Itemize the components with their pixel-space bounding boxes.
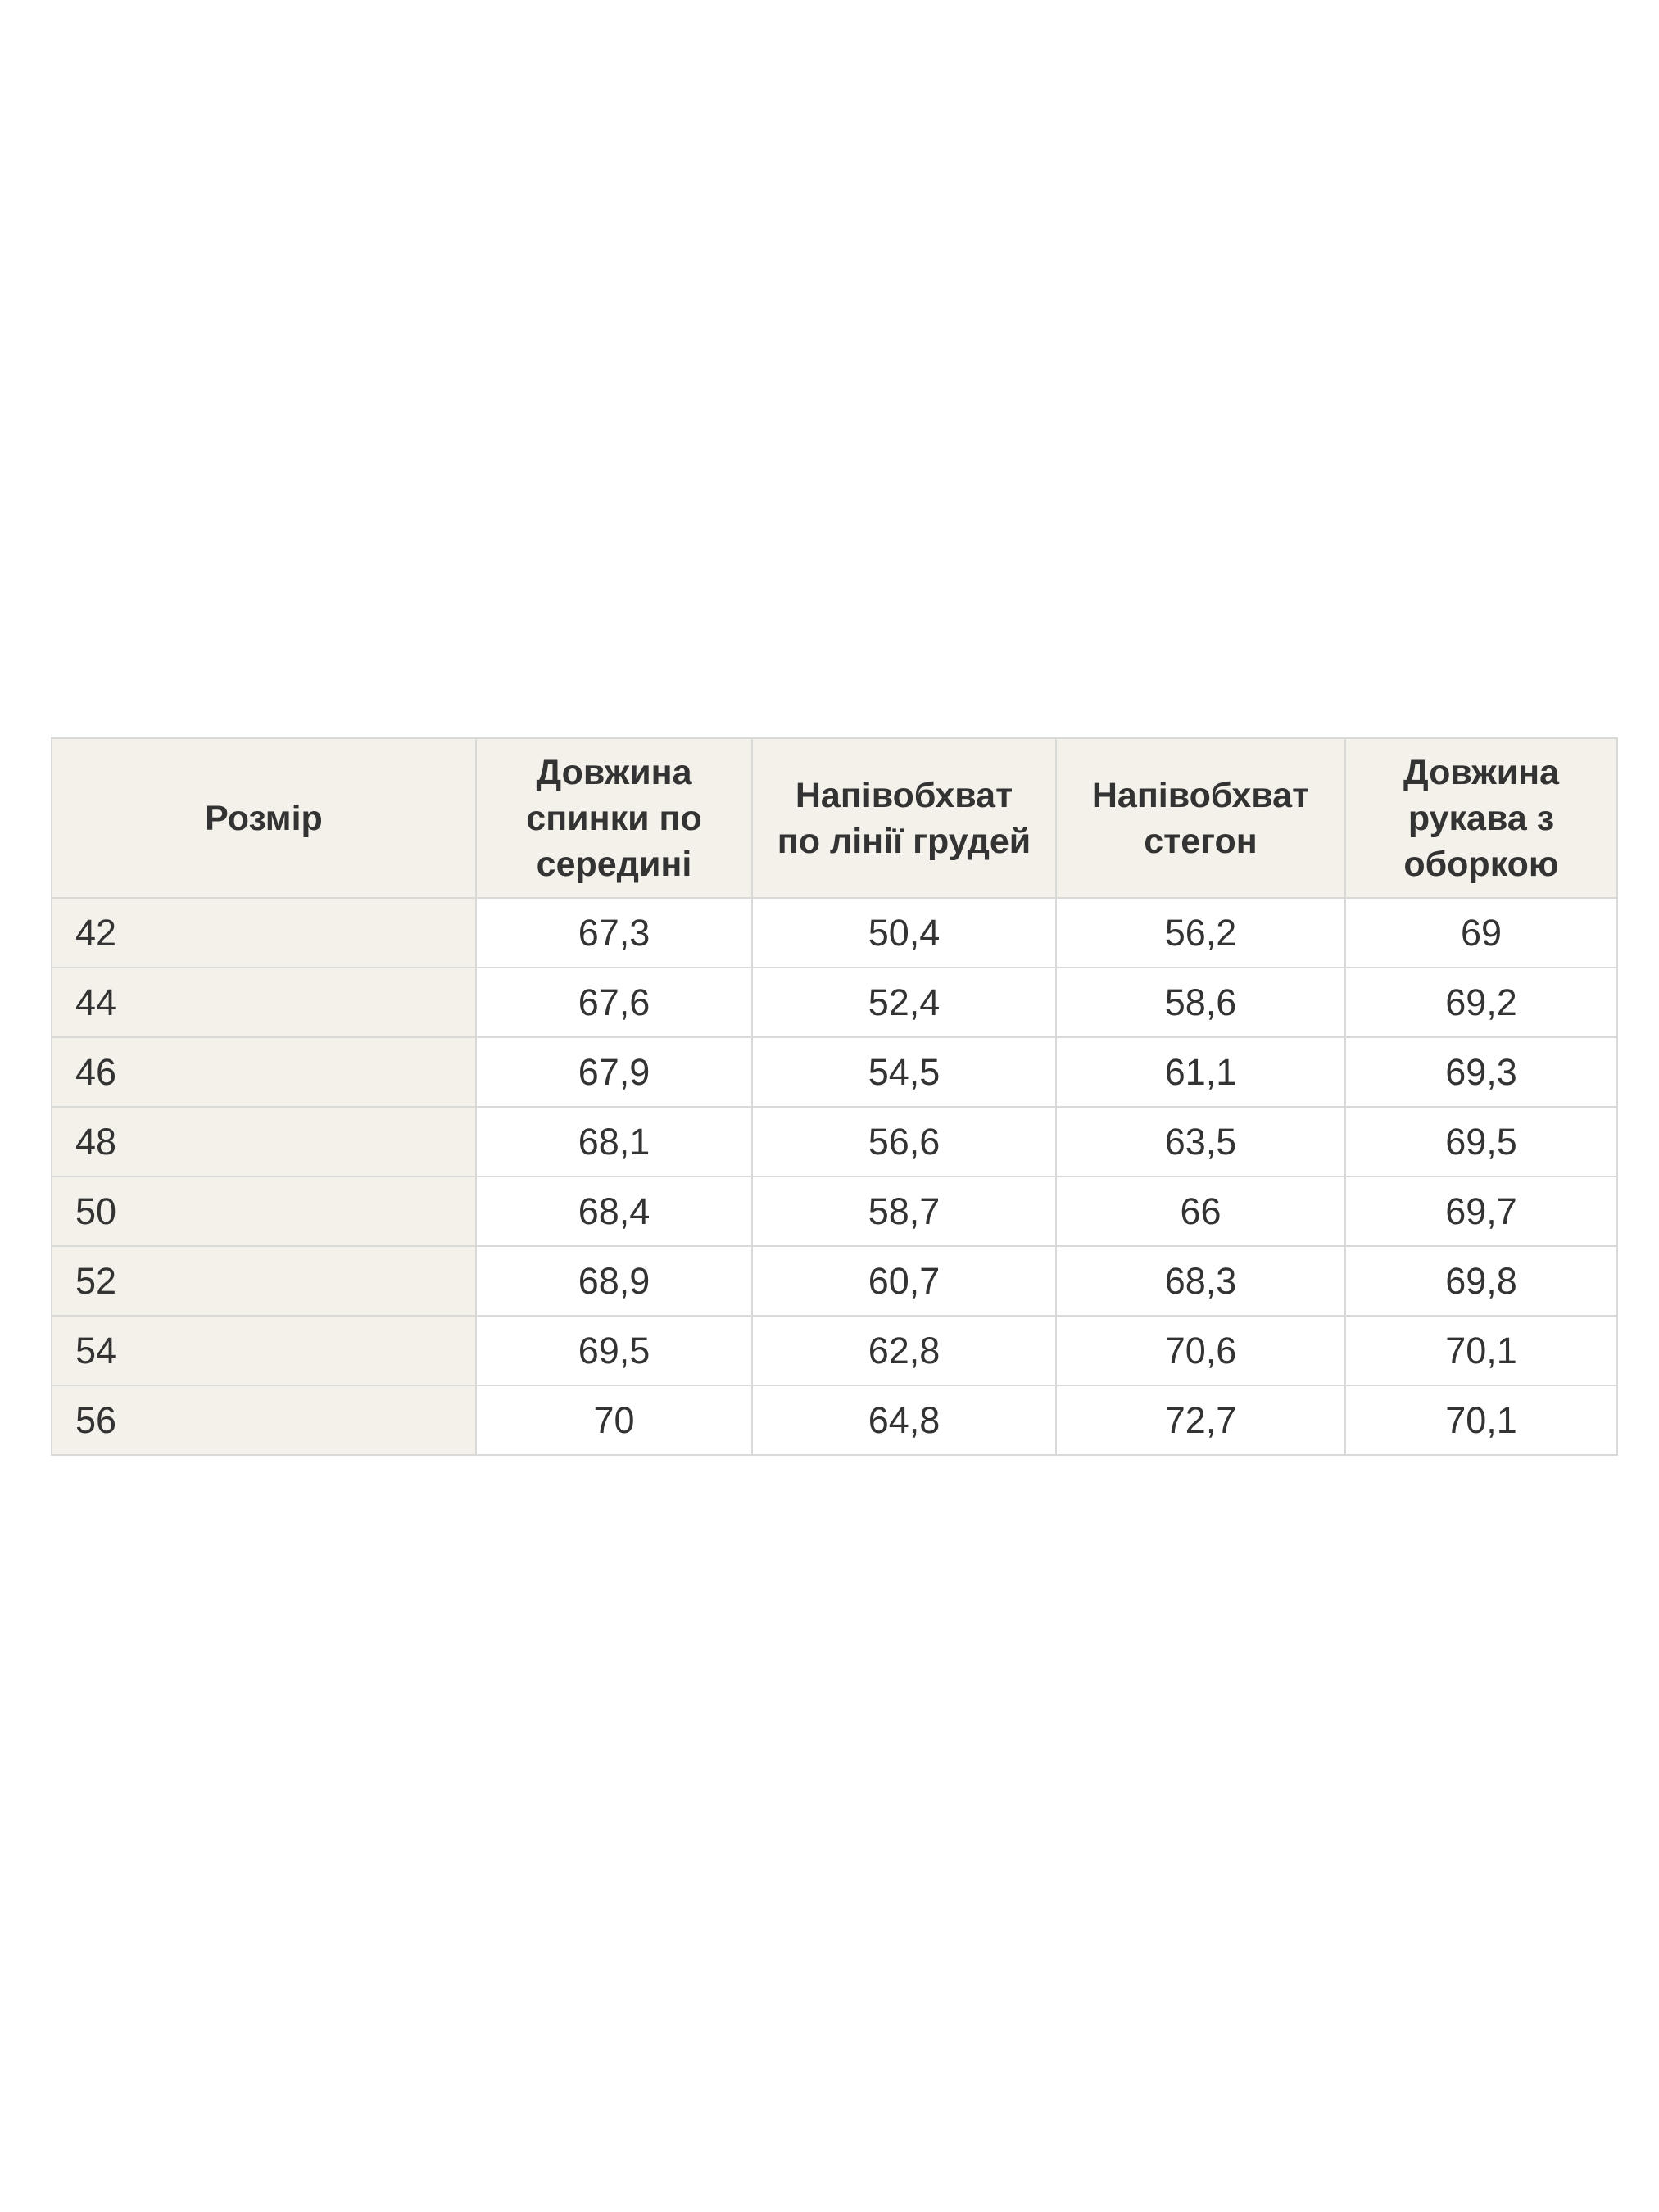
size-cell: 48 [51,1106,477,1177]
header-row: Розмір Довжина спинки по середині Напіво… [51,737,1618,899]
table-row: 56 70 64,8 72,7 70,1 [51,1385,1618,1456]
measurement-cell: 54,5 [751,1036,1057,1108]
measurement-cell: 69,8 [1344,1245,1618,1317]
table-row: 48 68,1 56,6 63,5 69,5 [51,1106,1618,1177]
table-row: 42 67,3 50,4 56,2 69 [51,897,1618,968]
measurement-cell: 61,1 [1055,1036,1346,1108]
measurement-cell: 70 [475,1385,753,1456]
table-row: 44 67,6 52,4 58,6 69,2 [51,967,1618,1038]
measurement-cell: 72,7 [1055,1385,1346,1456]
measurement-cell: 70,6 [1055,1315,1346,1386]
table-row: 50 68,4 58,7 66 69,7 [51,1176,1618,1247]
measurement-cell: 68,9 [475,1245,753,1317]
measurement-cell: 64,8 [751,1385,1057,1456]
size-chart-table: Розмір Довжина спинки по середині Напіво… [51,737,1618,1456]
size-cell: 56 [51,1385,477,1456]
measurement-cell: 70,1 [1344,1315,1618,1386]
column-header-size: Розмір [51,737,477,899]
measurement-cell: 69,2 [1344,967,1618,1038]
measurement-cell: 69,5 [475,1315,753,1386]
measurement-cell: 69,3 [1344,1036,1618,1108]
measurement-cell: 68,3 [1055,1245,1346,1317]
measurement-cell: 52,4 [751,967,1057,1038]
size-cell: 46 [51,1036,477,1108]
column-header-back-length: Довжина спинки по середині [475,737,753,899]
measurement-cell: 69 [1344,897,1618,968]
measurement-cell: 69,7 [1344,1176,1618,1247]
size-cell: 54 [51,1315,477,1386]
size-cell: 42 [51,897,477,968]
table-header: Розмір Довжина спинки по середині Напіво… [51,737,1618,899]
size-cell: 52 [51,1245,477,1317]
measurement-cell: 56,6 [751,1106,1057,1177]
measurement-cell: 66 [1055,1176,1346,1247]
measurement-cell: 67,9 [475,1036,753,1108]
measurement-cell: 67,6 [475,967,753,1038]
measurement-cell: 68,1 [475,1106,753,1177]
measurement-cell: 58,7 [751,1176,1057,1247]
column-header-hip-half-girth: Напівобхват стегон [1055,737,1346,899]
measurement-cell: 58,6 [1055,967,1346,1038]
column-header-sleeve-length: Довжина рукава з оборкою [1344,737,1618,899]
measurement-cell: 67,3 [475,897,753,968]
measurement-cell: 69,5 [1344,1106,1618,1177]
measurement-cell: 56,2 [1055,897,1346,968]
measurement-cell: 60,7 [751,1245,1057,1317]
column-header-chest-half-girth: Напівобхват по лінії грудей [751,737,1057,899]
measurement-cell: 70,1 [1344,1385,1618,1456]
table-row: 52 68,9 60,7 68,3 69,8 [51,1245,1618,1317]
table-row: 54 69,5 62,8 70,6 70,1 [51,1315,1618,1386]
table-body: 42 67,3 50,4 56,2 69 44 67,6 52,4 58,6 69,2 46 67,9… [51,897,1618,1456]
size-cell: 50 [51,1176,477,1247]
measurement-cell: 50,4 [751,897,1057,968]
measurement-cell: 63,5 [1055,1106,1346,1177]
measurement-cell: 68,4 [475,1176,753,1247]
size-cell: 44 [51,967,477,1038]
table-row: 46 67,9 54,5 61,1 69,3 [51,1036,1618,1108]
measurement-cell: 62,8 [751,1315,1057,1386]
